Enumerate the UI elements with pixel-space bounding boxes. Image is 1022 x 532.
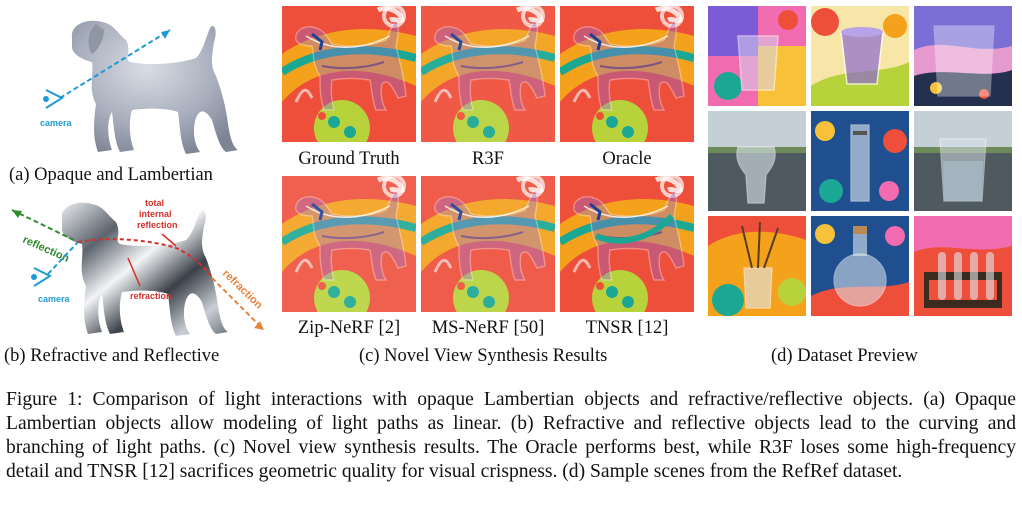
refraction-out-ray bbox=[211, 277, 263, 329]
method-label-r3f: R3F bbox=[472, 149, 504, 169]
chrome-dog-silhouette bbox=[61, 202, 228, 336]
panel-a: camera (a) Opaque and Lambertian bbox=[0, 0, 280, 200]
tir-label-line-2: internal bbox=[139, 209, 172, 219]
camera-label: camera bbox=[38, 294, 71, 304]
refraction-out-arrow-head bbox=[254, 321, 264, 330]
dataset-scene-4 bbox=[708, 111, 806, 211]
refraction-path-label: refraction bbox=[220, 268, 265, 312]
dog-silhouette bbox=[71, 20, 238, 154]
result-image-ground-truth bbox=[282, 6, 416, 142]
method-label-ground-truth: Ground Truth bbox=[298, 149, 400, 169]
dataset-scene-7 bbox=[708, 216, 806, 316]
dog-ear bbox=[88, 24, 104, 54]
dataset-scene-1 bbox=[708, 6, 806, 106]
panel-d-caption: (d) Dataset Preview bbox=[771, 346, 918, 366]
method-label-ms-nerf: MS-NeRF [50] bbox=[431, 318, 545, 338]
camera-label: camera bbox=[40, 118, 73, 128]
panel-a-caption: (a) Opaque and Lambertian bbox=[9, 165, 213, 185]
internal-ray-path bbox=[77, 238, 213, 279]
result-image-zip-nerf bbox=[282, 176, 416, 312]
camera-icon bbox=[43, 89, 65, 109]
panel-c-caption: (c) Novel View Synthesis Results bbox=[359, 346, 608, 366]
reflection-label: reflection bbox=[21, 234, 71, 265]
lambertian-dog-illustration: camera bbox=[40, 20, 238, 154]
refraction-arrow bbox=[127, 257, 141, 287]
ray-arrow-head bbox=[161, 30, 170, 39]
dataset-scene-8 bbox=[811, 216, 909, 316]
camera-icon bbox=[31, 267, 53, 287]
tir-label-line-1: total bbox=[145, 198, 164, 208]
dataset-scene-6 bbox=[914, 111, 1012, 211]
refraction-label: refraction bbox=[130, 291, 172, 301]
figure-caption: Figure 1: Comparison of light interactio… bbox=[6, 389, 1016, 482]
refractive-dog-illustration: reflection camera total internal reflect… bbox=[11, 198, 265, 336]
method-label-tnsr: TNSR [12] bbox=[585, 318, 669, 338]
panel-b: reflection camera total internal reflect… bbox=[0, 196, 280, 376]
dataset-scene-9 bbox=[914, 216, 1012, 316]
tir-label-line-3: reflection bbox=[137, 220, 178, 230]
dataset-scene-2 bbox=[811, 6, 909, 106]
result-image-r3f bbox=[421, 6, 555, 142]
method-label-oracle: Oracle bbox=[602, 149, 652, 169]
dataset-scene-3 bbox=[914, 6, 1012, 106]
dataset-scene-5 bbox=[811, 111, 909, 211]
reflection-ray bbox=[11, 209, 79, 243]
result-image-tnsr bbox=[560, 176, 694, 312]
reflection-arrow-head bbox=[12, 210, 22, 218]
tir-arrow bbox=[161, 233, 177, 247]
camera-ray-line bbox=[47, 241, 79, 275]
panel-b-caption: (b) Refractive and Reflective bbox=[4, 346, 220, 366]
result-image-oracle bbox=[560, 6, 694, 142]
camera-ray-line bbox=[59, 29, 171, 99]
method-label-zip-nerf: Zip-NeRF [2] bbox=[297, 318, 401, 338]
result-image-ms-nerf bbox=[421, 176, 555, 312]
